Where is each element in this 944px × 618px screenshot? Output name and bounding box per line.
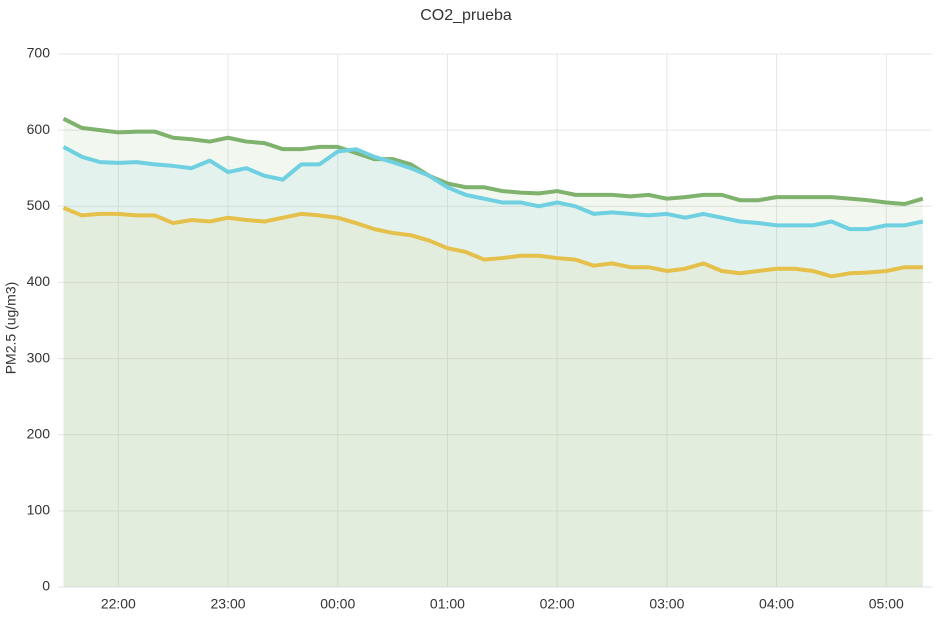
- y-tick-label: 600: [27, 121, 51, 137]
- y-tick-label: 0: [42, 578, 50, 594]
- y-tick-label: 200: [27, 425, 51, 441]
- x-tick-label: 00:00: [320, 596, 355, 612]
- series-line: [62, 145, 924, 232]
- series-line: [62, 205, 923, 279]
- y-tick-label: 300: [27, 349, 51, 365]
- y-tick-label: 700: [27, 45, 51, 61]
- x-tick-label: 02:00: [540, 596, 575, 612]
- y-axis-label: PM2.5 (ug/m3): [3, 282, 19, 375]
- y-tick-label: 100: [27, 502, 51, 518]
- x-tick-label: 22:00: [101, 596, 136, 612]
- y-tick-label: 400: [27, 273, 51, 289]
- chart-title: CO2_prueba: [420, 7, 512, 24]
- series-line: [62, 116, 924, 207]
- series-area: [63, 207, 923, 587]
- y-tick-label: 500: [27, 197, 51, 213]
- x-tick-label: 23:00: [211, 596, 246, 612]
- series-area: [63, 146, 923, 587]
- x-tick-label: 04:00: [759, 596, 794, 612]
- x-tick-label: 03:00: [649, 596, 684, 612]
- x-tick-label: 01:00: [430, 596, 465, 612]
- x-tick-label: 05:00: [869, 596, 904, 612]
- series-area: [63, 118, 923, 587]
